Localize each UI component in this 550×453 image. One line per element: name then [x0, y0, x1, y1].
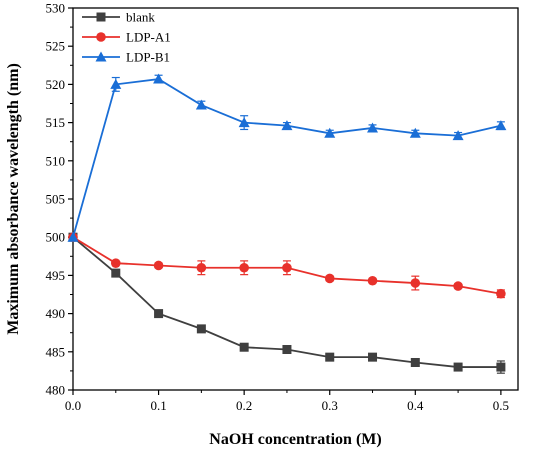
data-point	[196, 324, 206, 334]
data-point	[324, 127, 336, 138]
x-axis-title: NaOH concentration (M)	[209, 431, 381, 448]
x-tick-label: 0.0	[65, 398, 81, 413]
y-tick-label: 480	[46, 383, 66, 398]
series-line	[72, 78, 502, 238]
data-point	[196, 262, 207, 273]
data-point	[67, 231, 79, 242]
data-point	[409, 127, 421, 138]
y-tick-label: 485	[46, 344, 66, 359]
legend-label: LDP-A1	[126, 30, 171, 45]
data-point	[453, 362, 463, 372]
y-tick-label: 510	[46, 153, 66, 168]
series-ldp-b1	[67, 73, 507, 242]
legend-label: LDP-B1	[126, 50, 170, 65]
data-point	[195, 99, 207, 110]
series-group	[67, 73, 507, 374]
data-point	[410, 357, 420, 367]
data-point	[453, 281, 463, 291]
ticks: 0.0 0.1 0.2 0.3 0.4 0.5 480 485 490 495 500 505 510 5…	[46, 1, 510, 414]
series-blank	[68, 232, 506, 374]
y-tick-label: 500	[46, 230, 66, 245]
legend-marker	[95, 51, 107, 62]
axes	[72, 7, 519, 391]
y-tick-label: 525	[46, 39, 66, 54]
data-point	[281, 120, 293, 131]
data-point	[495, 120, 507, 131]
data-point	[238, 117, 250, 128]
legend: blank LDP-A1 LDP-B1	[82, 10, 171, 65]
data-point	[282, 262, 292, 273]
data-point	[324, 273, 335, 284]
data-point	[110, 78, 122, 89]
y-tick-label: 530	[46, 1, 66, 16]
x-tick-label: 0.3	[322, 398, 338, 413]
y-tick-label: 515	[46, 115, 66, 130]
data-point	[282, 345, 292, 355]
data-point	[111, 268, 121, 278]
data-point	[325, 352, 335, 362]
series-ldp-a1	[68, 232, 506, 299]
legend-marker	[96, 12, 106, 22]
y-tick-label: 505	[46, 192, 66, 207]
x-tick-label: 0.4	[407, 398, 424, 413]
legend-marker	[96, 32, 106, 42]
data-point	[368, 352, 378, 362]
data-point	[239, 342, 249, 352]
legend-label: blank	[126, 10, 155, 25]
data-point	[154, 309, 164, 319]
data-point	[496, 362, 506, 372]
data-point	[367, 275, 378, 286]
y-tick-label: 495	[46, 268, 66, 283]
data-point	[153, 260, 164, 271]
x-tick-label: 0.2	[236, 398, 252, 413]
plot-frame	[72, 7, 519, 391]
data-point	[410, 278, 421, 288]
data-point	[239, 262, 249, 273]
data-point	[153, 73, 165, 84]
data-point	[452, 130, 464, 141]
y-tick-label: 520	[46, 77, 66, 92]
y-tick-label: 490	[46, 306, 66, 321]
data-point	[110, 258, 121, 268]
x-tick-label: 0.1	[150, 398, 166, 413]
x-tick-label: 0.5	[493, 398, 509, 413]
y-axis-title: Maximum absorbance wavelength (nm)	[5, 63, 22, 335]
data-point	[496, 288, 506, 299]
data-point	[367, 122, 379, 133]
